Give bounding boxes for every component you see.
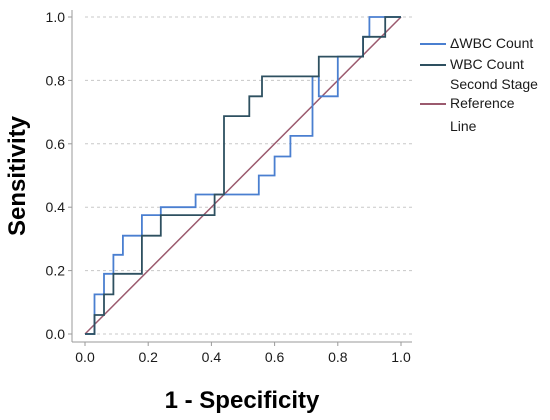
x-tick-label: 1.0 (391, 349, 411, 365)
legend-label: WBC Count (450, 56, 524, 72)
legend-label: Reference (450, 95, 515, 111)
y-tick-label: 0.6 (46, 136, 66, 152)
series-line-reference-line (84, 16, 402, 335)
legend-label: ΔWBC Count (450, 35, 533, 51)
x-tick-label: 0.8 (328, 349, 348, 365)
y-tick-label: 1.0 (46, 9, 66, 25)
y-tick-label: 0.8 (46, 72, 66, 88)
x-tick-label: 0.2 (138, 349, 158, 365)
legend-label: Line (450, 118, 477, 134)
y-tick-label: 0.0 (46, 326, 66, 342)
grid-lines (85, 16, 412, 335)
axes (71, 10, 412, 343)
x-tick-label: 0.0 (75, 349, 95, 365)
series-lines (84, 16, 402, 335)
x-tick-label: 0.4 (202, 349, 222, 365)
series-line-wbc-count-second-stage (85, 16, 401, 335)
legend: ΔWBC Count WBC Count Second Stage Reference… (420, 35, 538, 134)
y-tick-label: 0.4 (46, 199, 66, 215)
legend-label: Second Stage (450, 76, 538, 92)
x-tick-label: 0.6 (265, 349, 285, 365)
x-axis-title: 1 - Specificity (165, 387, 320, 414)
y-axis-title: Sensitivity (4, 115, 31, 236)
y-tick-label: 0.2 (46, 263, 66, 279)
tick-labels: 0.0 0.2 0.4 0.6 0.8 1.0 0.0 0.2 0.4 0.6 0.8 1.0 (46, 9, 411, 365)
